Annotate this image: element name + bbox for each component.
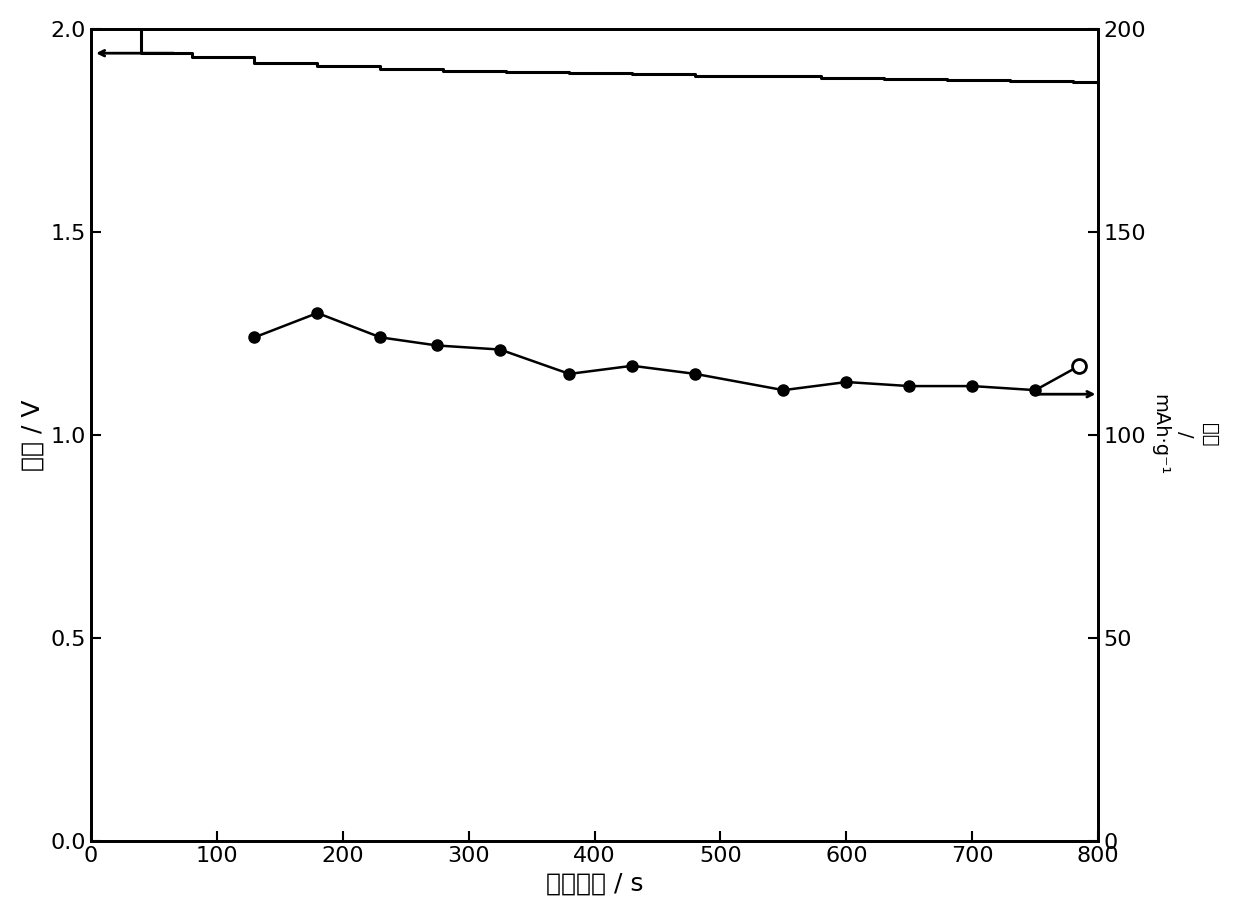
Y-axis label: 容量
/
mAh·g⁻¹: 容量 / mAh·g⁻¹ [1151,394,1219,475]
X-axis label: 放电时间 / s: 放电时间 / s [546,871,644,895]
Y-axis label: 电压 / V: 电压 / V [21,399,45,471]
